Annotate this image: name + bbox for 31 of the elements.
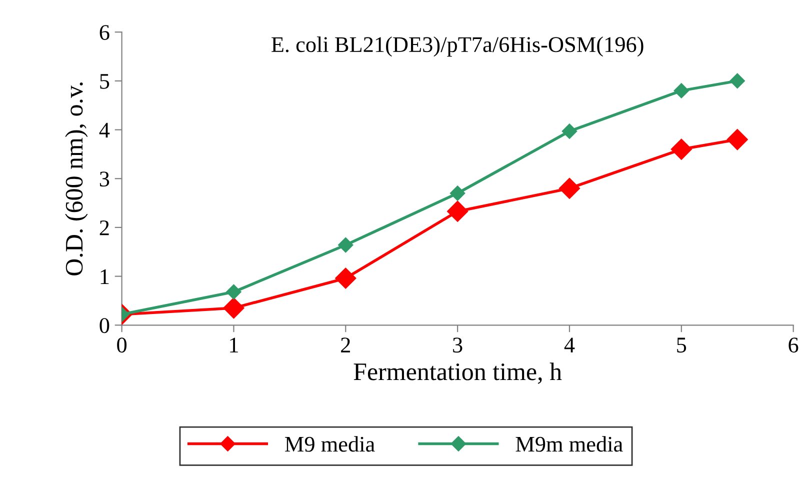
legend-label: M9m media	[516, 436, 623, 452]
point	[450, 186, 466, 201]
point	[226, 284, 242, 300]
point	[730, 73, 745, 88]
x-tick-label: 4	[564, 338, 575, 352]
point	[562, 124, 578, 139]
point	[223, 298, 244, 319]
point	[335, 268, 356, 289]
y-tick-label: 4	[99, 122, 110, 138]
y-tick-label: 6	[100, 25, 110, 40]
x-tick-label: 2	[341, 338, 350, 352]
y-axis-title: O.D. (600 nm), o.v.	[65, 82, 88, 276]
point	[338, 237, 354, 253]
y-tick-label: 3	[100, 172, 110, 187]
y-tick-label: 1	[100, 269, 109, 284]
point	[670, 138, 692, 160]
legend-label: M9 media	[285, 436, 375, 452]
y-tick-label: 5	[100, 74, 110, 89]
point	[447, 200, 468, 222]
x-tick-label: 6	[788, 338, 798, 353]
x-tick-label: 0	[117, 338, 127, 353]
y-tick-label: 0	[100, 318, 110, 334]
point	[674, 83, 689, 98]
x-tick-label: 5	[677, 338, 686, 353]
y-tick-label: 2	[100, 220, 109, 236]
point	[726, 129, 748, 150]
x-axis-title: Fermentation time, h	[354, 362, 562, 384]
x-tick-label: 3	[453, 338, 462, 353]
chart-title: E. coli BL21(DE3)/pT7a/6His-OSM(196)	[272, 36, 644, 57]
point	[558, 178, 580, 199]
x-tick-label: 1	[230, 338, 238, 352]
